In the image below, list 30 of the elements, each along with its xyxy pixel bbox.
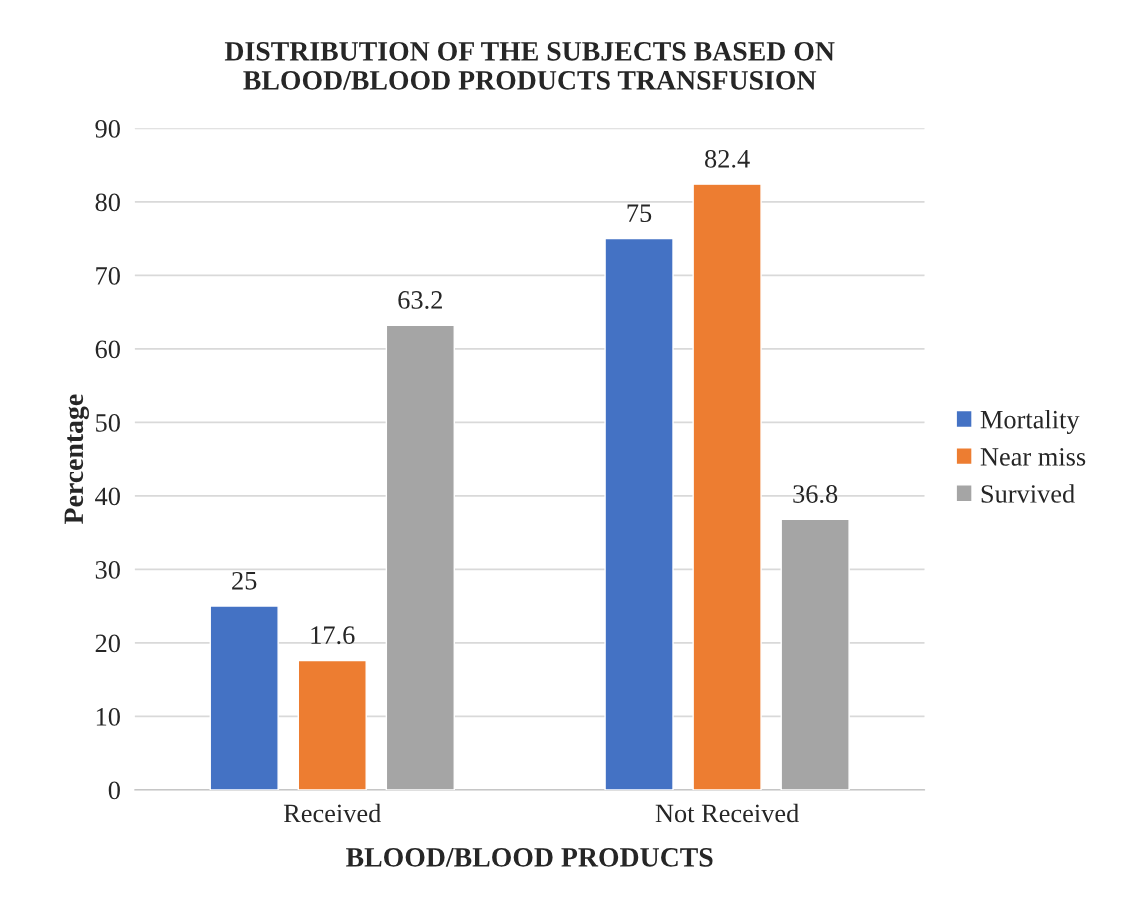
y-tick-label: 0 <box>108 781 120 800</box>
data-label: 36.8 <box>793 485 838 504</box>
bar <box>297 659 367 790</box>
bar <box>209 605 279 790</box>
y-tick-label: 90 <box>95 119 120 138</box>
data-label: 25 <box>232 571 257 590</box>
y-tick-label: 20 <box>95 634 120 653</box>
bar <box>385 324 455 790</box>
bar <box>604 237 674 790</box>
y-tick-label: 10 <box>96 707 120 726</box>
bar <box>692 183 762 790</box>
legend-label: Survived <box>981 484 1075 503</box>
data-label: 17.6 <box>311 626 355 645</box>
y-tick-label: 40 <box>95 487 120 506</box>
x-tick-label: Received <box>283 803 382 823</box>
chart-title: DISTRIBUTION OF THE SUBJECTS BASED ON BLOOD/BLOOD PRODUCTS TRANSFUSION <box>224 41 835 90</box>
y-tick-label: 30 <box>95 560 120 579</box>
y-axis-title: Percentage <box>64 394 89 524</box>
data-label: 63.2 <box>398 291 442 309</box>
y-tick-label: 50 <box>96 413 120 432</box>
data-label: 82.4 <box>705 149 750 168</box>
legend-label: Near miss <box>980 448 1086 466</box>
x-tick-label: Not Received <box>655 803 799 823</box>
y-tick-label: 80 <box>95 193 120 212</box>
legend-label: Mortality <box>980 409 1080 434</box>
y-tick-label: 60 <box>95 340 120 359</box>
x-axis-title: BLOOD/BLOOD PRODUCTS <box>346 848 713 867</box>
y-tick-label: 70 <box>96 266 120 285</box>
bar <box>780 518 850 790</box>
data-label: 75 <box>627 204 652 223</box>
